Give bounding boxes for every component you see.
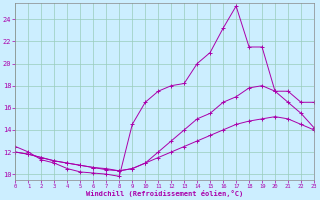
X-axis label: Windchill (Refroidissement éolien,°C): Windchill (Refroidissement éolien,°C) bbox=[86, 190, 243, 197]
